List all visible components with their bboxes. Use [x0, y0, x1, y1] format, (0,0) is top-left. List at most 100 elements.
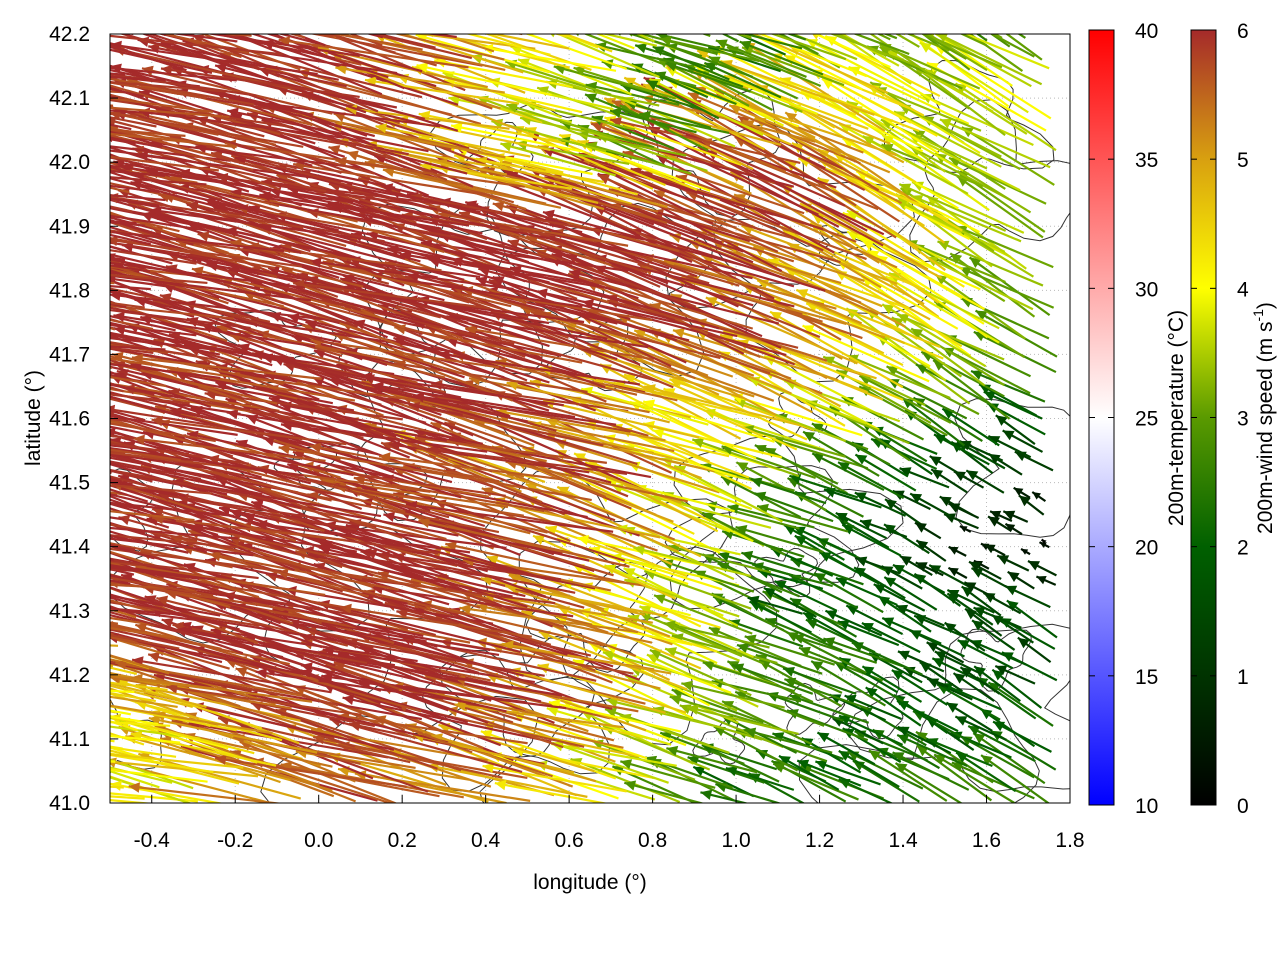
contour-line: [429, 104, 649, 237]
wind-vector-head: [312, 376, 325, 387]
wind-vector-head: [445, 541, 457, 552]
wind-vector-shaft: [110, 559, 259, 580]
wind-vector: [910, 327, 1005, 387]
wind-vector-shaft: [110, 627, 176, 639]
wind-vector-head: [920, 93, 933, 104]
wind-vector-shaft: [110, 769, 160, 789]
wind-vector-shaft: [110, 197, 256, 226]
wind-vector-head: [897, 726, 910, 737]
wind-vector-shaft: [425, 450, 616, 522]
wind-vector-shaft: [110, 334, 129, 339]
wind-vector-shaft: [766, 692, 844, 722]
wind-vector: [838, 749, 900, 788]
wind-vector-head: [96, 449, 108, 459]
wind-vector-shaft: [110, 636, 194, 664]
wind-vector-shaft: [110, 219, 194, 246]
wind-vector-shaft: [861, 275, 972, 357]
wind-vector: [639, 110, 730, 135]
wind-vector-shaft: [795, 288, 941, 348]
wind-vector: [939, 118, 1051, 169]
wind-vector: [494, 779, 609, 803]
wind-vector-shaft: [278, 446, 468, 480]
wind-vector-head: [868, 750, 881, 761]
wind-vector: [445, 541, 632, 585]
wind-vector-shaft: [135, 565, 326, 597]
wind-vector-shaft: [524, 126, 666, 187]
wind-vector-head: [0, 377, 2, 387]
wind-vector-shaft: [110, 170, 178, 195]
wind-vector: [110, 241, 223, 262]
wind-vector: [784, 677, 869, 710]
wind-vector: [110, 177, 229, 211]
wind-vector-shaft: [110, 692, 156, 703]
wind-vector: [750, 477, 827, 505]
wind-vector: [653, 594, 753, 635]
wind-vector-shaft: [110, 523, 208, 554]
wind-vector: [1031, 491, 1047, 503]
wind-vector: [110, 526, 239, 540]
wind-vector: [110, 471, 112, 474]
wind-vector: [110, 167, 198, 184]
wind-vector-shaft: [525, 483, 680, 553]
wind-vector-shaft: [224, 658, 406, 731]
wind-vector-head: [345, 104, 358, 115]
wind-vector-head: [610, 116, 622, 128]
wind-vector-head: [0, 307, 4, 317]
wind-vector-shaft: [110, 354, 251, 405]
wind-vector: [915, 561, 944, 577]
wind-vector-shaft: [908, 133, 1021, 192]
wind-vector-shaft: [535, 186, 718, 269]
wind-vector: [360, 547, 562, 581]
wind-vector-head: [486, 555, 499, 566]
wind-vector-shaft: [940, 682, 1002, 711]
wind-vector-shaft: [204, 392, 403, 421]
wind-vector-head: [12, 337, 24, 347]
wind-vector-head: [805, 619, 818, 629]
wind-vector-shaft: [494, 781, 609, 803]
wind-vector: [110, 376, 167, 388]
wind-vector-head: [916, 364, 928, 375]
wind-vector: [811, 422, 891, 466]
wind-vector-shaft: [955, 751, 1017, 793]
wind-vector-head: [135, 623, 148, 633]
wind-vector-head: [413, 392, 425, 403]
wind-vector-shaft: [110, 481, 186, 498]
wind-vector-shaft: [898, 103, 1002, 158]
wind-vector-head: [954, 471, 966, 482]
wind-vector-shaft: [418, 519, 604, 562]
wind-vector: [731, 663, 814, 695]
wind-vector: [459, 604, 639, 634]
wind-vector-shaft: [147, 653, 339, 707]
wind-vector-shaft: [110, 753, 244, 769]
wind-vector-shaft: [757, 569, 824, 590]
wind-vector-shaft: [110, 412, 271, 464]
wind-vector-head: [502, 640, 514, 651]
wind-vector: [110, 523, 198, 542]
wind-vector-head: [60, 261, 72, 271]
wind-vector: [964, 607, 1003, 637]
wind-vector-shaft: [754, 444, 839, 485]
wind-vector-head: [55, 245, 67, 255]
wind-vector-shaft: [551, 741, 669, 784]
wind-vector-shaft: [937, 240, 1044, 287]
wind-vector: [110, 760, 116, 763]
wind-vector-head: [897, 700, 909, 711]
wind-vector: [110, 206, 191, 224]
wind-vector-shaft: [700, 138, 879, 211]
wind-vector-shaft: [492, 275, 687, 364]
wind-vector-head: [545, 525, 558, 536]
wind-vector: [1006, 599, 1058, 639]
wind-vector-head: [288, 619, 300, 630]
wind-vector: [1027, 559, 1057, 577]
wind-vector-head: [66, 562, 78, 572]
wind-vector: [772, 762, 859, 801]
wind-vector-shaft: [954, 82, 1057, 152]
wind-vector-shaft: [663, 622, 770, 649]
wind-vector-shaft: [110, 767, 128, 774]
wind-vector-head: [705, 297, 718, 307]
wind-vector: [110, 306, 208, 328]
wind-vector-head: [28, 93, 40, 103]
wind-vector-head: [837, 620, 850, 630]
wind-vector-head: [36, 663, 47, 673]
wind-vector-head: [1041, 539, 1047, 544]
